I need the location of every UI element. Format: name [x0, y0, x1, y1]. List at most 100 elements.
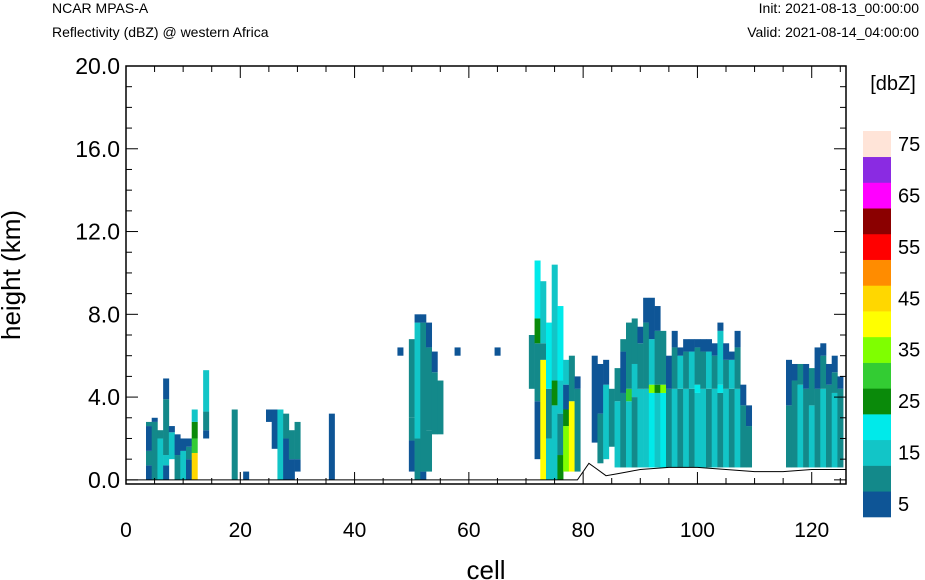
reflectivity-cell: [728, 359, 735, 389]
reflectivity-cell: [734, 388, 741, 468]
reflectivity-cell: [191, 438, 198, 453]
reflectivity-cell: [803, 388, 810, 468]
reflectivity-cell: [660, 384, 667, 393]
colorbar-swatch: [863, 439, 891, 466]
reflectivity-cell: [603, 384, 610, 460]
y-tick-label: 0.0: [88, 467, 120, 493]
reflectivity-cell: [426, 430, 433, 472]
x-tick-label: 80: [571, 519, 594, 542]
x-tick-label: 120: [794, 519, 829, 542]
y-tick-label: 20.0: [75, 53, 120, 79]
reflectivity-cell: [426, 322, 433, 348]
reflectivity-cell: [414, 322, 421, 439]
reflectivity-cell: [551, 405, 558, 480]
reflectivity-cell: [671, 388, 678, 468]
reflectivity-cell: [820, 355, 827, 389]
reflectivity-cell: [294, 421, 301, 460]
reflectivity-cell: [431, 372, 438, 435]
reflectivity-cell: [677, 355, 684, 389]
reflectivity-cell: [591, 355, 598, 443]
reflectivity-cell: [568, 355, 575, 402]
x-axis: 0 20 40 60 80 100 120: [120, 66, 841, 542]
reflectivity-cell: [431, 351, 438, 373]
reflectivity-cell: [723, 388, 730, 468]
reflectivity-cell: [203, 411, 210, 431]
reflectivity-cell: [454, 347, 461, 356]
reflectivity-cell: [677, 388, 684, 468]
reflectivity-cell: [426, 347, 433, 431]
reflectivity-cell: [631, 397, 638, 468]
reflectivity-cell: [740, 384, 747, 406]
valid-time: Valid: 2021-08-14_04:00:00: [747, 24, 919, 40]
reflectivity-cell: [654, 306, 661, 331]
reflectivity-cell: [648, 392, 655, 468]
reflectivity-cell: [626, 388, 633, 402]
reflectivity-cell: [146, 426, 153, 451]
reflectivity-cell: [283, 413, 290, 439]
reflectivity-cell: [557, 455, 564, 480]
reflectivity-cell: [534, 260, 541, 319]
reflectivity-cell: [146, 421, 153, 427]
reflectivity-cell: [157, 438, 164, 480]
colorbar: 5 15 25 35 45 55 65 75: [863, 131, 920, 518]
reflectivity-cell: [700, 339, 707, 352]
reflectivity-cell: [717, 330, 724, 385]
reflectivity-cell: [648, 297, 655, 340]
reflectivity-cells: [146, 260, 844, 480]
reflectivity-cell: [437, 380, 444, 435]
reflectivity-cell: [191, 409, 198, 422]
reflectivity-cell: [168, 432, 175, 460]
reflectivity-cell: [637, 326, 644, 344]
colorbar-swatch: [863, 208, 891, 235]
reflectivity-cell: [826, 363, 833, 385]
terrain-outline: [126, 462, 846, 481]
reflectivity-cell: [660, 330, 667, 385]
reflectivity-cell: [803, 363, 810, 389]
reflectivity-cell: [683, 388, 690, 468]
colorbar-swatch: [863, 465, 891, 492]
reflectivity-cell: [637, 388, 644, 468]
reflectivity-cell: [568, 401, 575, 472]
reflectivity-cell: [677, 347, 684, 356]
plot-frame: [125, 65, 847, 485]
colorbar-swatch: [863, 414, 891, 441]
reflectivity-cell: [717, 322, 724, 331]
colorbar-swatch: [863, 388, 891, 415]
colorbar-swatch: [863, 362, 891, 389]
colorbar-tick-label: 75: [898, 134, 920, 156]
colorbar-tick-label: 65: [898, 185, 920, 207]
reflectivity-cell: [546, 388, 553, 439]
colorbar-swatch: [863, 131, 891, 158]
init-time: Init: 2021-08-13_00:00:00: [758, 0, 919, 16]
reflectivity-cell: [660, 392, 667, 468]
reflectivity-cell: [180, 450, 187, 480]
reflectivity-cell: [723, 359, 730, 389]
reflectivity-cell: [666, 355, 673, 389]
reflectivity-cell: [808, 405, 815, 468]
reflectivity-cell: [671, 330, 678, 348]
reflectivity-cell: [614, 368, 621, 402]
reflectivity-cell: [643, 388, 650, 468]
reflectivity-cell: [637, 343, 644, 389]
reflectivity-cell: [534, 401, 541, 460]
colorbar-tick-label: 25: [898, 391, 920, 413]
reflectivity-cell: [791, 363, 798, 381]
reflectivity-cell: [694, 347, 701, 385]
reflectivity-cell: [408, 339, 415, 418]
reflectivity-cell: [266, 409, 273, 422]
reflectivity-cell: [706, 388, 713, 468]
colorbar-tick-label: 45: [898, 288, 920, 310]
x-tick-label: 0: [120, 519, 132, 542]
reflectivity-cell: [820, 343, 827, 356]
colorbar-swatch: [863, 491, 891, 518]
colorbar-unit: [dbZ]: [870, 73, 916, 95]
terrain-line: [126, 462, 846, 481]
reflectivity-cell: [540, 343, 547, 360]
reflectivity-cell: [540, 359, 547, 480]
colorbar-tick-label: 15: [898, 443, 920, 465]
reflectivity-cell: [283, 438, 290, 480]
colorbar-swatch: [863, 336, 891, 363]
reflectivity-cell: [174, 455, 181, 480]
reflectivity-cell: [814, 388, 821, 468]
reflectivity-cell: [163, 378, 170, 400]
